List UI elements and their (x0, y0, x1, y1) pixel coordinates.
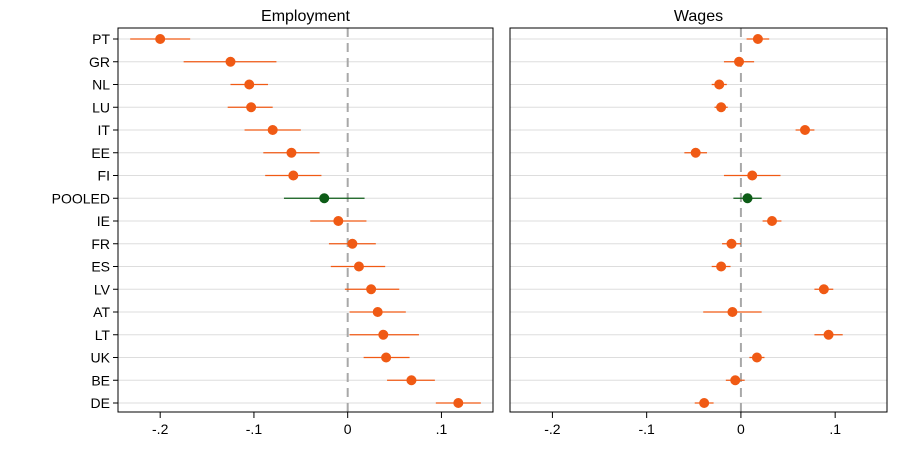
point-at (372, 307, 383, 317)
category-label-ee: EE (91, 145, 110, 161)
point-pooled (742, 193, 753, 204)
point-gr (734, 56, 745, 67)
point-ee (690, 147, 701, 158)
point-be (730, 375, 741, 386)
point-lu (246, 102, 257, 113)
point-fr (347, 238, 358, 249)
point-ie (767, 216, 778, 226)
category-label-lv: LV (94, 281, 111, 297)
category-label-de: DE (91, 395, 110, 411)
panel-frame (117, 27, 494, 413)
point-pooled (319, 193, 330, 204)
category-label-fi: FI (98, 168, 110, 184)
point-es (353, 261, 364, 272)
x-tick-label: -.2 (152, 421, 169, 437)
point-lu (716, 102, 727, 113)
point-lt (823, 329, 834, 340)
category-label-pt: PT (92, 31, 110, 47)
point-fr (726, 238, 737, 249)
category-label-lt: LT (95, 327, 111, 343)
category-label-lu: LU (92, 99, 110, 115)
category-label-ie: IE (97, 213, 110, 229)
point-pt (752, 34, 763, 44)
category-label-at: AT (93, 304, 110, 320)
panel-title: Wages (674, 8, 723, 25)
point-es (716, 261, 727, 272)
category-label-fr: FR (91, 236, 110, 252)
point-lt (378, 329, 389, 340)
point-it (800, 125, 811, 135)
point-de (453, 398, 464, 408)
x-tick-label: 0 (737, 421, 745, 437)
point-fi (288, 170, 299, 181)
category-label-pooled: POOLED (52, 190, 110, 206)
point-lv (366, 284, 377, 295)
point-ee (286, 147, 297, 158)
point-be (406, 375, 417, 386)
point-de (699, 398, 710, 408)
x-tick-label: 0 (344, 421, 352, 437)
point-it (267, 125, 278, 135)
panel-title: Employment (261, 8, 350, 25)
x-tick-label: -.2 (544, 421, 561, 437)
point-nl (244, 79, 255, 90)
point-pt (155, 34, 166, 44)
point-lv (818, 284, 829, 295)
x-tick-label: .1 (436, 421, 448, 437)
panel-frame (509, 27, 888, 413)
category-label-es: ES (91, 259, 110, 275)
category-label-uk: UK (91, 350, 111, 366)
point-ie (333, 216, 344, 226)
category-label-be: BE (91, 372, 110, 388)
category-label-it: IT (98, 122, 111, 138)
point-nl (714, 79, 725, 90)
point-gr (225, 56, 236, 67)
category-label-gr: GR (89, 54, 110, 70)
x-tick-label: -.1 (246, 421, 263, 437)
x-tick-label: .1 (829, 421, 841, 437)
point-uk (751, 352, 762, 363)
point-at (727, 307, 738, 317)
point-fi (747, 170, 758, 181)
point-uk (381, 352, 392, 363)
category-label-nl: NL (92, 77, 110, 93)
x-tick-label: -.1 (638, 421, 655, 437)
